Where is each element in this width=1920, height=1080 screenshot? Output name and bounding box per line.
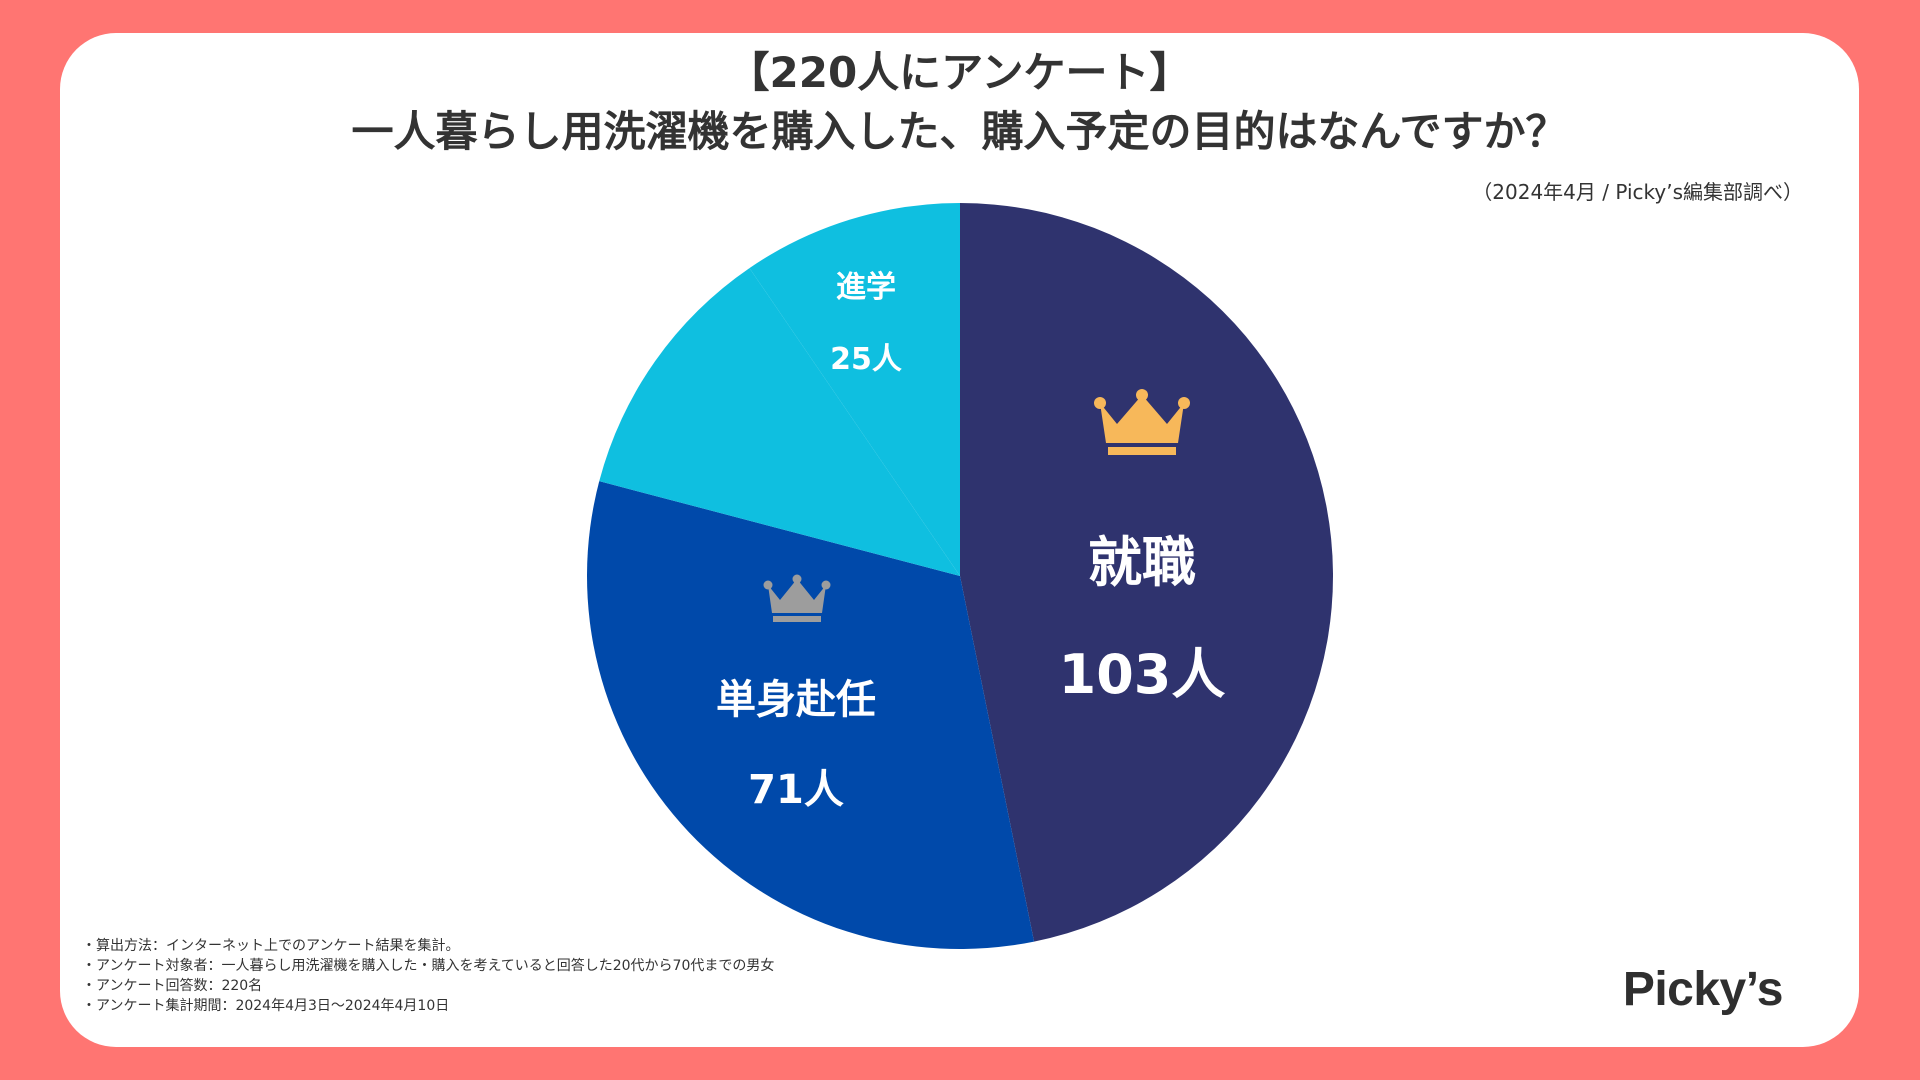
note-item: ・アンケート回答数：220名 xyxy=(82,978,263,994)
pie-chart: 就職 103人 単身赴任 71人 進学 25人 xyxy=(586,202,1334,949)
page-title-line2: 一人暮らし用洗濯機を購入した、購入予定の目的はなんですか？ xyxy=(351,107,1568,156)
note-item: ・アンケート対象者：一人暮らし用洗濯機を購入した・購入を考えていると回答した20… xyxy=(82,958,775,974)
slice-label-shushoku: 就職 xyxy=(1088,531,1196,594)
crown-silver-icon xyxy=(763,574,831,622)
page-title-line1: 【220人にアンケート】 xyxy=(727,48,1192,97)
slice-label-shingaku: 進学 xyxy=(836,270,896,305)
slice-value-shingaku: 25人 xyxy=(830,342,902,377)
slice-label-tanshin: 単身赴任 xyxy=(716,677,876,723)
survey-notes: ・算出方法：インターネット上でのアンケート結果を集計。 ・アンケート対象者：一人… xyxy=(82,936,774,1016)
chart-card: 【220人にアンケート】 一人暮らし用洗濯機を購入した、購入予定の目的はなんです… xyxy=(60,33,1859,1047)
pie-slice-tanshin xyxy=(586,481,1035,949)
pie-slices xyxy=(586,202,1334,949)
pie-slice-shingaku xyxy=(599,268,960,576)
pie-slice-shushoku xyxy=(960,202,1334,942)
source-note: （2024年4月 / Picky’s編集部調べ） xyxy=(1472,180,1803,204)
slice-value-tanshin: 71人 xyxy=(748,767,844,813)
pie-slice-other xyxy=(749,203,960,576)
note-item: ・算出方法：インターネット上でのアンケート結果を集計。 xyxy=(82,938,460,954)
crown-gold-icon xyxy=(1094,389,1190,455)
brand-logo: Picky’s xyxy=(1622,963,1784,1016)
slice-value-shushoku: 103人 xyxy=(1059,643,1226,706)
note-item: ・アンケート集計期間：2024年4月3日〜2024年4月10日 xyxy=(82,998,450,1014)
